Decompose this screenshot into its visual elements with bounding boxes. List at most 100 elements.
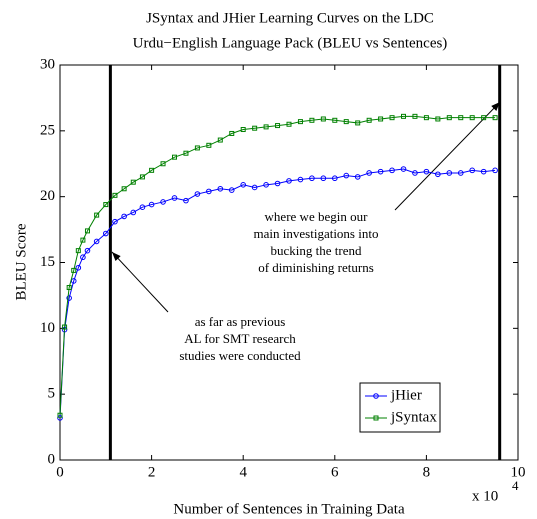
marker <box>160 199 166 205</box>
marker <box>148 201 155 208</box>
marker <box>309 175 315 182</box>
marker <box>112 218 118 225</box>
marker <box>401 113 406 119</box>
marker <box>229 130 235 136</box>
y-tick-label: 25 <box>40 122 55 138</box>
marker <box>71 267 77 273</box>
legend-label: jHier <box>390 387 422 403</box>
marker <box>457 170 464 176</box>
marker <box>446 115 452 121</box>
legend-marker <box>373 415 379 421</box>
annotation: of diminishing returns <box>258 260 374 275</box>
marker <box>94 212 100 218</box>
marker <box>354 174 361 180</box>
marker <box>183 197 189 204</box>
annotation: main investigations into <box>254 226 379 241</box>
marker <box>469 115 475 121</box>
marker <box>251 184 258 191</box>
y-tick-label: 20 <box>40 188 55 204</box>
annotation: bucking the trend <box>271 243 362 258</box>
legend-label: jSyntax <box>390 409 437 425</box>
marker <box>103 202 109 208</box>
marker <box>366 117 372 123</box>
marker <box>240 182 246 188</box>
x-tick-label: 10 <box>511 464 526 480</box>
marker <box>389 115 395 121</box>
x-tick-label: 8 <box>423 464 431 480</box>
marker <box>480 168 487 175</box>
y-tick-label: 5 <box>48 386 56 402</box>
marker <box>103 230 109 237</box>
marker <box>446 170 453 176</box>
marker <box>481 115 487 121</box>
marker <box>70 278 77 284</box>
marker <box>172 154 177 160</box>
annotation: studies were conducted <box>179 348 301 363</box>
x-tick-label: 4 <box>239 464 247 480</box>
annotation: as far as previous <box>195 314 286 329</box>
chart-title: JSyntax and JHier Learning Curves on the… <box>146 10 434 26</box>
marker <box>206 188 212 195</box>
marker <box>320 175 327 182</box>
marker <box>423 115 429 121</box>
marker <box>400 166 407 172</box>
marker <box>286 178 292 184</box>
marker <box>378 116 384 122</box>
x-scale-exponent: 4 <box>512 478 519 493</box>
marker <box>57 412 63 418</box>
marker <box>412 170 418 176</box>
marker <box>84 247 91 254</box>
marker <box>228 187 235 193</box>
marker <box>130 209 137 216</box>
marker <box>286 121 292 127</box>
x-tick-label: 0 <box>56 464 64 480</box>
marker <box>263 182 269 188</box>
marker <box>263 124 269 130</box>
marker <box>84 228 90 234</box>
marker <box>206 142 212 148</box>
marker <box>274 180 281 187</box>
marker <box>492 115 498 121</box>
marker <box>492 167 498 174</box>
marker <box>435 171 441 178</box>
y-tick-label: 30 <box>40 56 55 72</box>
marker <box>194 145 200 151</box>
marker <box>57 415 63 421</box>
x-scale-label: x 10 <box>472 488 498 504</box>
y-axis-label: BLEU Score <box>13 223 29 300</box>
marker <box>366 170 372 176</box>
annotation: where we begin our <box>265 209 369 224</box>
marker <box>412 113 418 119</box>
marker <box>66 285 72 291</box>
annotation: AL for SMT research <box>184 331 296 346</box>
marker <box>75 264 82 271</box>
marker <box>389 167 395 174</box>
marker <box>377 168 384 175</box>
marker <box>80 254 86 261</box>
legend-box <box>359 382 441 433</box>
marker <box>75 248 81 254</box>
x-axis-label: Number of Sentences in Training Data <box>173 501 405 517</box>
marker <box>160 161 166 167</box>
marker <box>275 123 281 129</box>
marker <box>297 119 303 125</box>
marker <box>435 116 441 122</box>
x-tick-label: 6 <box>331 464 339 480</box>
chart-title: Urdu−English Language Pack (BLEU vs Sent… <box>133 35 448 51</box>
y-tick-label: 10 <box>40 320 55 336</box>
y-tick-label: 0 <box>48 451 56 467</box>
marker <box>194 191 201 197</box>
marker <box>252 125 258 131</box>
marker <box>139 204 146 210</box>
marker <box>458 115 464 121</box>
marker <box>112 192 118 198</box>
marker <box>309 117 315 123</box>
marker <box>355 120 361 126</box>
marker <box>217 185 224 192</box>
marker <box>183 150 189 156</box>
marker <box>343 119 349 125</box>
marker <box>320 116 326 122</box>
series-line <box>59 168 496 418</box>
marker <box>332 175 338 182</box>
